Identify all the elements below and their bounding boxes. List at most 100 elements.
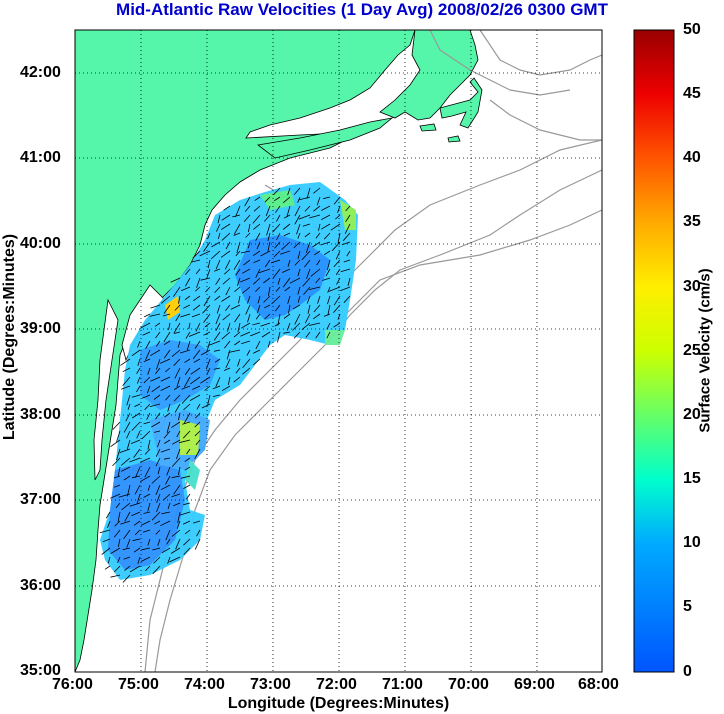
velocity-arrow	[221, 232, 231, 241]
velocity-arrow	[214, 295, 221, 301]
velocity-arrow	[214, 358, 221, 363]
velocity-arrow	[102, 538, 111, 543]
velocity-arrow	[342, 232, 351, 242]
velocity-arrow	[327, 295, 331, 305]
velocity-arrow	[340, 268, 351, 273]
velocity-arrow	[215, 322, 221, 331]
colorbar	[633, 29, 675, 673]
x-tick-label: 73:00	[250, 676, 291, 693]
velocity-arrow	[112, 421, 121, 430]
x-tick-label: 75:00	[118, 676, 159, 693]
velocity-arrow	[110, 547, 121, 554]
velocity-arrow	[110, 574, 121, 578]
velocity-arrow	[154, 430, 161, 433]
velocity-arrow	[237, 322, 241, 333]
velocity-arrow	[194, 340, 201, 349]
y-tick-label: 39:00	[20, 320, 61, 337]
velocity-arrow	[162, 313, 171, 317]
velocity-arrow	[173, 394, 181, 402]
colorbar-tick: 0	[683, 663, 692, 680]
x-tick-label: 70:00	[448, 676, 489, 693]
velocity-arrow	[273, 196, 281, 202]
velocity-arrow	[184, 295, 191, 301]
velocity-arrow	[184, 466, 191, 471]
velocity-arrow	[327, 286, 331, 293]
velocity-arrow	[196, 403, 201, 410]
velocity-arrow	[136, 376, 141, 384]
velocity-arrow	[210, 250, 221, 260]
velocity-arrow	[143, 511, 151, 514]
new-england-coast	[379, 30, 479, 121]
velocity-arrow	[136, 367, 141, 375]
velocity-arrow	[118, 493, 131, 498]
velocity-arrow	[140, 457, 151, 463]
velocity-arrow	[255, 286, 261, 292]
velocity-arrow	[144, 403, 151, 410]
velocity-arrow	[117, 556, 121, 563]
velocity-arrow	[200, 277, 211, 281]
velocity-arrow	[250, 331, 261, 337]
velocity-arrow	[272, 268, 281, 279]
velocity-arrow	[160, 376, 171, 382]
velocity-arrow	[182, 421, 191, 425]
colorbar-tick: 20	[683, 406, 701, 423]
velocity-arrow	[221, 385, 231, 392]
velocity-arrow	[143, 493, 151, 498]
velocity-arrow	[175, 313, 181, 322]
velocity-arrow	[215, 313, 221, 325]
velocity-arrow	[214, 286, 221, 293]
velocity-arrow	[304, 205, 311, 212]
velocity-arrow	[252, 358, 261, 366]
velocity-arrow	[330, 223, 341, 231]
colorbar-label: Surface Velocity (cm/s)	[696, 268, 714, 433]
velocity-arrow	[264, 304, 271, 309]
velocity-arrow	[203, 331, 211, 336]
velocity-arrow	[243, 214, 251, 223]
velocity-arrow	[155, 529, 161, 535]
velocity-arrow	[157, 439, 161, 448]
velocity-arrow	[247, 313, 251, 323]
velocity-arrow	[253, 205, 261, 212]
velocity-arrow	[156, 358, 161, 370]
velocity-arrow	[192, 304, 201, 311]
velocity-arrow	[315, 232, 321, 239]
velocity-arrow	[137, 556, 141, 565]
velocity-arrow	[129, 502, 141, 507]
island	[419, 123, 437, 132]
velocity-arrow	[297, 250, 301, 260]
velocity-arrow	[247, 295, 251, 304]
velocity-arrow	[306, 268, 311, 279]
velocity-arrow	[184, 277, 191, 287]
velocity-arrow	[157, 466, 161, 475]
velocity-arrow	[141, 547, 151, 551]
colorbar-tick: 35	[683, 213, 701, 230]
velocity-arrow	[242, 268, 251, 274]
velocity-arrow	[294, 214, 301, 225]
velocity-arrow	[258, 268, 271, 274]
velocity-arrow	[134, 403, 141, 407]
velocity-arrow	[120, 358, 131, 366]
velocity-arrow	[287, 259, 291, 267]
velocity-arrow	[294, 259, 301, 266]
velocity-arrow	[127, 403, 131, 410]
velocity-arrow	[206, 268, 211, 279]
velocity-arrow	[297, 295, 301, 303]
velocity-arrow	[255, 313, 261, 320]
velocity-arrow	[176, 430, 181, 438]
velocity-arrow	[237, 358, 241, 367]
velocity-arrow	[217, 232, 221, 240]
velocity-arrow	[174, 367, 181, 379]
velocity-arrow	[126, 430, 131, 439]
velocity-arrow	[305, 331, 311, 338]
velocity-arrow	[155, 484, 161, 495]
velocity-arrow	[313, 187, 321, 194]
velocity-arrow	[281, 241, 291, 250]
velocity-arrow	[143, 376, 151, 384]
velocity-arrow	[145, 565, 151, 572]
velocity-arrow	[335, 214, 341, 220]
velocity-arrow	[191, 313, 201, 318]
velocity-arrow	[213, 367, 221, 370]
velocity-arrow	[207, 259, 211, 269]
velocity-arrow	[256, 304, 261, 314]
velocity-arrow	[134, 466, 141, 478]
